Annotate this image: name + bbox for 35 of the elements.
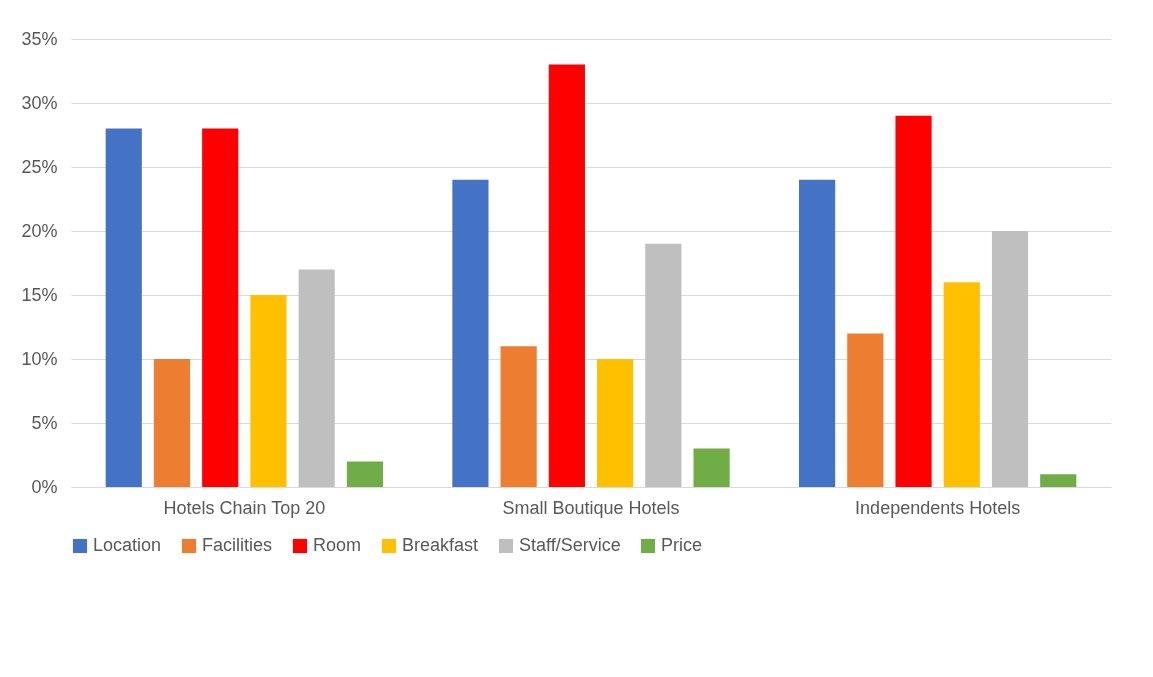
bar	[250, 295, 287, 487]
bar	[597, 359, 634, 487]
bar	[105, 128, 142, 487]
bar	[153, 359, 191, 487]
bar	[847, 333, 884, 487]
legend-label: Location	[93, 535, 162, 555]
bar	[452, 179, 489, 487]
bar	[799, 179, 836, 487]
bar	[202, 128, 239, 487]
y-tick-label: 10%	[21, 348, 58, 369]
x-tick-label: Independents Hotels	[855, 497, 1021, 518]
y-tick-label: 30%	[21, 92, 58, 113]
x-tick-label: Hotels Chain Top 20	[163, 497, 326, 518]
legend-label: Price	[661, 535, 703, 555]
y-tick-label: 15%	[21, 284, 58, 305]
y-tick-label: 0%	[31, 476, 58, 497]
bar	[346, 461, 383, 487]
bar	[895, 115, 932, 487]
bar	[1040, 474, 1077, 487]
legend-label: Room	[313, 535, 362, 555]
bar	[645, 243, 682, 487]
y-tick-label: 5%	[31, 412, 58, 433]
legend-label: Facilities	[202, 535, 273, 555]
y-tick-label: 20%	[21, 220, 58, 241]
bar	[693, 448, 730, 487]
legend-label: Breakfast	[402, 535, 479, 555]
bar	[991, 231, 1029, 487]
bar	[500, 346, 537, 487]
bar	[298, 269, 335, 487]
y-tick-label: 35%	[21, 28, 58, 49]
x-tick-label: Small Boutique Hotels	[502, 497, 680, 518]
y-tick-label: 25%	[21, 156, 58, 177]
bar	[943, 282, 980, 487]
legend-label: Staff/Service	[519, 535, 621, 555]
bar	[548, 64, 585, 487]
